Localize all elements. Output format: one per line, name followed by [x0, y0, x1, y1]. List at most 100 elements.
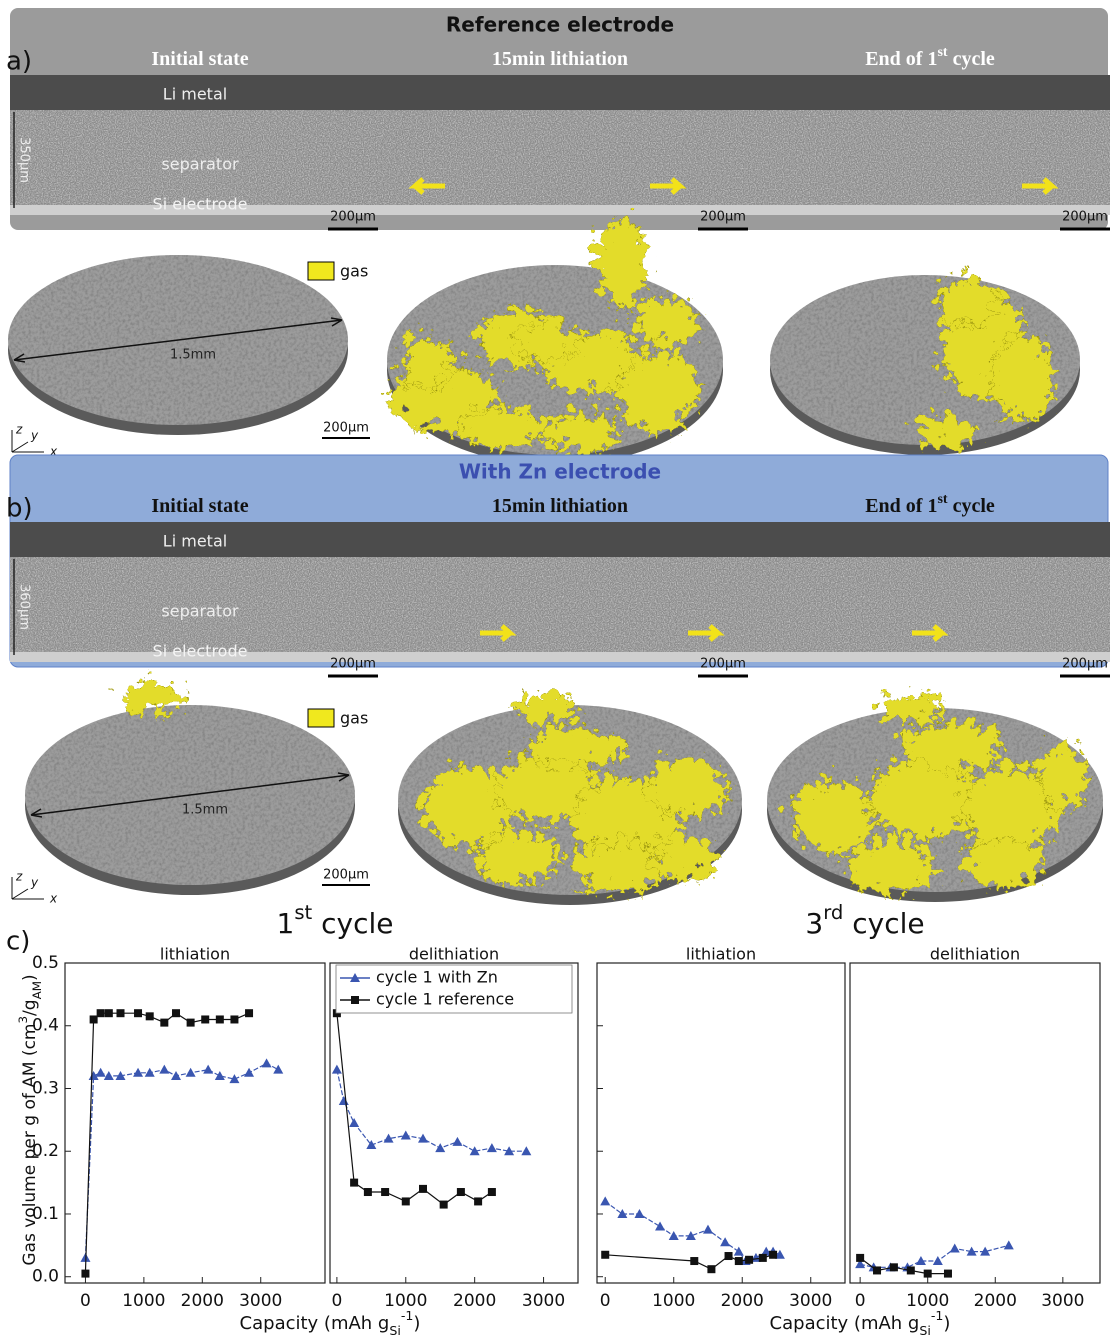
marker [186, 1068, 196, 1077]
gas-blob [875, 685, 935, 715]
figure: Reference electrodea)Initial state15min … [0, 0, 1110, 1337]
marker [600, 1196, 610, 1205]
gas-blob [840, 835, 930, 885]
si-electrode-label: Si electrode [153, 195, 248, 214]
gas-blob [955, 830, 1035, 880]
marker [759, 1254, 767, 1262]
thickness-label: 350μm [17, 137, 32, 183]
group-title-part: rd [823, 901, 843, 924]
y-tick-label: 0.3 [32, 1078, 59, 1098]
x-tick-label: 0 [80, 1291, 91, 1311]
gas-blob [785, 775, 865, 845]
marker [117, 1009, 125, 1017]
gas-blob [640, 750, 720, 810]
electrode-layer [748, 205, 1110, 215]
x-axis-label: Capacity (mAh gSi-1) [240, 1308, 421, 1337]
thickness-label: 360μm [17, 584, 32, 630]
x-axis-label-part: ) [943, 1313, 950, 1334]
column-title-part: 15min lithiation [492, 48, 628, 70]
marker [339, 1096, 349, 1105]
electrode-layer [378, 205, 748, 215]
group-title-part: cycle [843, 907, 924, 940]
marker [401, 1131, 411, 1140]
marker [856, 1254, 864, 1262]
marker [145, 1068, 155, 1077]
gas-swatch [308, 709, 334, 727]
gas-swatch [308, 262, 334, 280]
column-title: 15min lithiation [492, 495, 628, 517]
marker [97, 1009, 105, 1017]
group-title: 3rd cycle [805, 901, 924, 940]
marker [703, 1225, 713, 1234]
x-tick-label: 1000 [652, 1291, 695, 1311]
marker [244, 1068, 254, 1077]
axis-glyph-label: y [30, 429, 39, 443]
marker [725, 1252, 733, 1260]
x-tick-label: 2000 [181, 1291, 224, 1311]
column-title-part: Initial state [151, 495, 248, 517]
gas-blob [510, 315, 570, 355]
scale-bar-label: 200μm [330, 657, 376, 672]
gas-blob [590, 210, 640, 300]
scale-bar-label: 200μm [330, 210, 376, 225]
marker [474, 1197, 482, 1205]
y-tick-label: 0.2 [32, 1141, 59, 1161]
marker [349, 1118, 359, 1127]
separator-label: separator [161, 155, 239, 174]
marker [435, 1143, 445, 1152]
marker [203, 1065, 213, 1074]
subplot-title: lithiation [686, 945, 756, 964]
gas-blob [912, 409, 968, 441]
column-title: End of 1st cycle [865, 492, 995, 517]
marker [745, 1256, 753, 1264]
legend-marker [351, 996, 359, 1004]
x-axis-label-part: ) [413, 1313, 420, 1334]
separator-texture [378, 557, 748, 653]
si-electrode-label: Si electrode [153, 642, 248, 661]
separator-texture [748, 557, 1110, 653]
marker [273, 1065, 283, 1074]
marker [933, 1256, 943, 1265]
group-title: 1st cycle [277, 901, 394, 940]
axis-glyph-label: x [49, 892, 58, 906]
li-metal-layer [748, 75, 1110, 111]
marker [890, 1263, 898, 1271]
x-tick-label: 3000 [239, 1291, 282, 1311]
marker [230, 1015, 238, 1023]
marker [634, 1209, 644, 1218]
y-axis-label-part: 3 [16, 1016, 30, 1024]
diameter-label: 1.5mm [182, 803, 228, 818]
marker [146, 1012, 154, 1020]
x-tick-label: 2000 [721, 1291, 764, 1311]
marker [245, 1009, 253, 1017]
marker [104, 1071, 114, 1080]
column-title: Initial state [151, 495, 248, 517]
gas-blob [895, 715, 995, 765]
subplot-title: lithiation [160, 945, 230, 964]
series-line [85, 1013, 249, 1273]
marker [215, 1071, 225, 1080]
li-metal-layer [378, 522, 748, 558]
gas-blob [540, 405, 610, 445]
diameter-label: 1.5mm [170, 348, 216, 363]
x-tick-label: 1000 [384, 1291, 427, 1311]
marker [950, 1243, 960, 1252]
gas-blob [650, 830, 710, 870]
x-axis-label-part: Si [919, 1323, 931, 1337]
scale-bar-label: 200μm [1062, 657, 1108, 672]
marker [873, 1266, 881, 1274]
marker [262, 1058, 272, 1067]
marker [440, 1201, 448, 1209]
x-tick-label: 0 [600, 1291, 611, 1311]
marker [134, 1009, 142, 1017]
marker [201, 1015, 209, 1023]
li-metal-layer [378, 75, 748, 111]
disk-scale-label: 200μm [323, 421, 369, 436]
gas-region [113, 674, 177, 706]
marker [735, 1257, 743, 1265]
plot-frame [597, 963, 845, 1283]
marker [769, 1251, 777, 1259]
separator-texture [378, 110, 748, 206]
panel-letter: a) [6, 47, 32, 77]
axis-glyph-label: z [15, 870, 23, 884]
